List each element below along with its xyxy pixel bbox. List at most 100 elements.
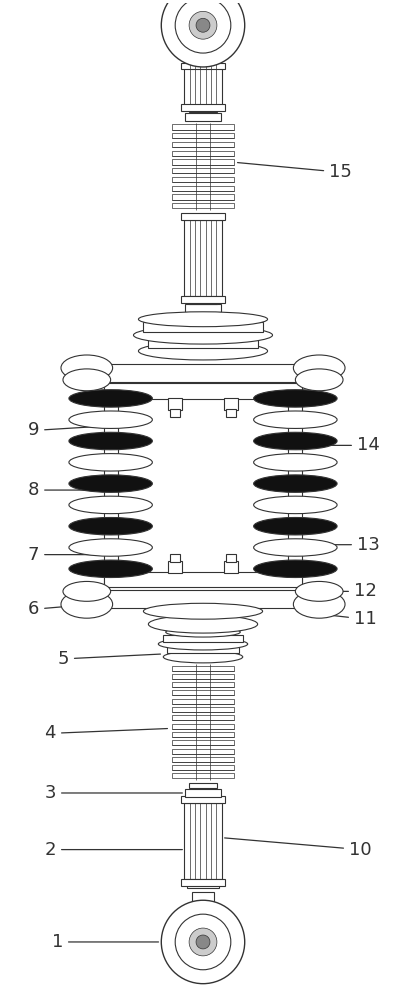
Bar	[170, 409, 180, 417]
Circle shape	[161, 0, 245, 67]
Bar	[189, 107, 217, 112]
Text: 6: 6	[28, 600, 150, 618]
Bar	[172, 740, 234, 745]
Bar	[172, 715, 234, 720]
Circle shape	[196, 935, 210, 949]
Text: 2: 2	[44, 841, 182, 859]
Bar	[168, 398, 182, 410]
Ellipse shape	[63, 369, 111, 391]
Text: 10: 10	[225, 838, 372, 859]
Bar	[172, 757, 234, 762]
Bar	[172, 765, 234, 770]
Ellipse shape	[254, 560, 337, 578]
Circle shape	[175, 914, 231, 970]
Bar	[172, 690, 234, 695]
Bar	[226, 554, 236, 562]
Ellipse shape	[254, 390, 337, 407]
Bar	[79, 364, 327, 382]
Ellipse shape	[133, 326, 273, 344]
Bar	[104, 572, 302, 587]
Ellipse shape	[254, 539, 337, 556]
Ellipse shape	[293, 355, 345, 381]
Ellipse shape	[138, 342, 267, 360]
Bar	[184, 803, 222, 879]
Text: 1: 1	[52, 933, 158, 951]
Ellipse shape	[254, 432, 337, 450]
Ellipse shape	[149, 615, 258, 633]
Ellipse shape	[254, 411, 337, 428]
Bar	[172, 773, 234, 778]
Bar	[184, 63, 222, 105]
Circle shape	[175, 0, 231, 53]
Circle shape	[189, 928, 217, 956]
Ellipse shape	[63, 581, 111, 601]
Ellipse shape	[158, 638, 248, 650]
Bar	[163, 635, 243, 642]
Ellipse shape	[69, 539, 152, 556]
Bar	[172, 168, 234, 173]
Bar	[184, 220, 222, 296]
Ellipse shape	[61, 590, 113, 618]
Bar	[189, 783, 217, 788]
Bar	[104, 383, 302, 399]
Ellipse shape	[69, 517, 152, 535]
Text: 5: 5	[57, 650, 160, 668]
Bar	[192, 50, 214, 60]
Bar	[226, 409, 236, 417]
Bar	[172, 124, 234, 130]
Bar	[172, 707, 234, 712]
Ellipse shape	[143, 603, 263, 619]
Bar	[172, 682, 234, 687]
Bar	[189, 299, 217, 304]
Ellipse shape	[295, 369, 343, 391]
Bar	[181, 296, 225, 303]
Bar	[289, 386, 302, 584]
Bar	[181, 63, 225, 69]
Bar	[104, 386, 118, 584]
Ellipse shape	[166, 627, 240, 637]
Ellipse shape	[295, 581, 343, 601]
Bar	[149, 338, 258, 348]
Bar	[172, 699, 234, 704]
Text: 11: 11	[297, 610, 377, 628]
Bar	[172, 133, 234, 138]
Ellipse shape	[69, 454, 152, 471]
Bar	[185, 789, 221, 797]
Ellipse shape	[69, 390, 152, 407]
Bar	[224, 561, 238, 573]
Bar	[172, 142, 234, 147]
Bar	[185, 304, 221, 312]
Ellipse shape	[254, 454, 337, 471]
Bar	[224, 398, 238, 410]
Ellipse shape	[138, 312, 267, 327]
Text: 14: 14	[295, 436, 380, 454]
Text: 7: 7	[28, 546, 111, 564]
Ellipse shape	[69, 432, 152, 450]
Circle shape	[196, 18, 210, 32]
Bar	[172, 203, 234, 208]
Text: 12: 12	[297, 582, 377, 600]
Ellipse shape	[293, 590, 345, 618]
Ellipse shape	[69, 475, 152, 492]
Bar	[181, 213, 225, 220]
Bar	[181, 104, 225, 111]
Bar	[172, 194, 234, 200]
Text: 9: 9	[28, 421, 111, 439]
Bar	[167, 646, 239, 653]
Ellipse shape	[69, 411, 152, 428]
Ellipse shape	[254, 517, 337, 535]
Bar	[172, 151, 234, 156]
Bar	[172, 674, 234, 679]
Bar	[172, 666, 234, 671]
Ellipse shape	[69, 560, 152, 578]
Bar	[172, 177, 234, 182]
Bar	[172, 186, 234, 191]
Bar	[187, 880, 219, 888]
Circle shape	[161, 900, 245, 984]
Ellipse shape	[163, 651, 243, 663]
Text: 4: 4	[44, 724, 167, 742]
Ellipse shape	[69, 496, 152, 514]
Ellipse shape	[61, 355, 113, 381]
Bar	[170, 554, 180, 562]
Bar	[172, 724, 234, 729]
